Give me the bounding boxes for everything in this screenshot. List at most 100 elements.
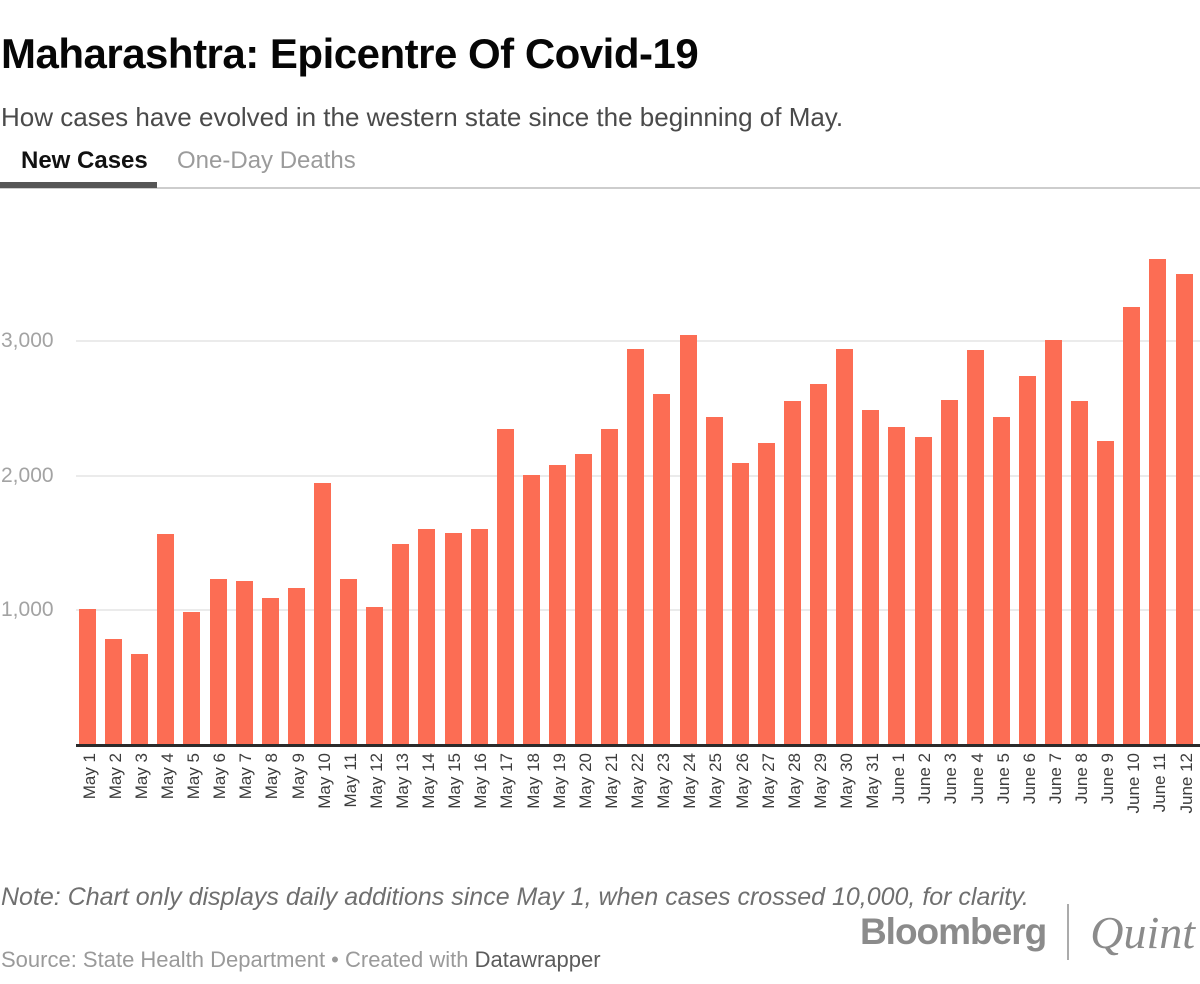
tab-new-cases[interactable]: New Cases <box>0 144 169 178</box>
x-axis-label: June 2 <box>915 753 935 805</box>
y-axis-label: 3,000 <box>1 328 54 352</box>
bar[interactable] <box>757 443 775 745</box>
x-axis-label: May 14 <box>419 753 438 809</box>
x-axis-label: May 28 <box>784 753 804 809</box>
x-axis-label: May 15 <box>445 753 465 809</box>
bar[interactable] <box>444 532 462 745</box>
bar[interactable] <box>366 606 384 745</box>
tab-one-day-deaths-label: One-Day Deaths <box>177 147 356 174</box>
bar[interactable] <box>914 436 932 745</box>
x-axis-label: May 31 <box>863 753 883 809</box>
x-axis-label: May 13 <box>392 753 412 809</box>
x-axis-label: May 18 <box>523 753 543 809</box>
x-axis-label: June 5 <box>993 753 1013 805</box>
x-axis-label: June 6 <box>1019 753 1039 805</box>
x-axis-label: May 6 <box>210 753 230 800</box>
x-axis-label: May 8 <box>262 753 282 800</box>
x-axis-label: May 29 <box>810 753 830 809</box>
bar[interactable] <box>653 393 671 745</box>
bar[interactable] <box>261 598 279 745</box>
x-axis-label: May 21 <box>601 753 621 809</box>
bar[interactable] <box>731 463 749 745</box>
x-axis-label: May 5 <box>184 753 203 800</box>
y-axis-label: 1,000 <box>1 598 54 622</box>
x-axis-label: May 3 <box>131 753 151 800</box>
bar[interactable] <box>105 638 123 745</box>
bar[interactable] <box>862 409 880 745</box>
bloomberg-quint-logo: Bloomberg Quint <box>860 900 1195 964</box>
x-axis-label: May 10 <box>314 753 334 809</box>
x-axis-label: May 19 <box>549 753 569 809</box>
x-axis-label: May 25 <box>706 753 726 809</box>
bar[interactable] <box>287 588 305 745</box>
x-axis-label: June 9 <box>1098 753 1118 805</box>
bar[interactable] <box>1071 401 1089 745</box>
bars-layer <box>79 206 1193 745</box>
x-axis-label: May 9 <box>288 753 308 800</box>
x-axis-label: May 24 <box>680 753 700 809</box>
bar[interactable] <box>79 609 96 745</box>
bar[interactable] <box>783 400 801 745</box>
bar[interactable] <box>940 400 958 745</box>
x-axis-label: May 20 <box>575 753 595 809</box>
source-text: Source: State Health Department • Create… <box>1 947 475 972</box>
chart-note: Note: Chart only displays daily addition… <box>1 883 1029 911</box>
bar[interactable] <box>392 543 410 745</box>
y-axis-label: 2,000 <box>1 463 54 487</box>
bar[interactable] <box>496 428 514 745</box>
bar[interactable] <box>470 528 488 745</box>
x-axis-label: May 1 <box>79 753 99 800</box>
bar[interactable] <box>1018 375 1036 745</box>
page-title: Maharashtra: Epicentre Of Covid-19 <box>1 30 699 78</box>
active-tab-underline <box>0 182 157 188</box>
bar[interactable] <box>1123 306 1141 745</box>
bar[interactable] <box>522 474 540 745</box>
x-axis-label: May 2 <box>105 753 125 800</box>
bar[interactable] <box>418 529 436 745</box>
bar[interactable] <box>810 383 828 745</box>
quint-logo: Quint <box>1090 906 1195 958</box>
tab-new-cases-label: New Cases <box>21 147 148 174</box>
bar[interactable] <box>705 416 723 745</box>
x-axis-label: June 1 <box>889 753 909 805</box>
x-axis-label: June 4 <box>967 753 987 805</box>
bar[interactable] <box>235 581 253 745</box>
bar[interactable] <box>1149 259 1167 745</box>
tab-one-day-deaths[interactable]: One-Day Deaths <box>156 144 377 178</box>
x-axis-label: May 7 <box>236 753 256 800</box>
bar[interactable] <box>679 335 697 745</box>
bar[interactable] <box>548 465 566 745</box>
x-axis-label: June 8 <box>1072 753 1091 805</box>
x-axis-label: May 22 <box>628 753 647 809</box>
tab-bar-divider <box>0 187 1200 189</box>
bar[interactable] <box>575 453 593 745</box>
bar[interactable] <box>157 533 175 745</box>
datawrapper-link[interactable]: Datawrapper <box>474 947 601 972</box>
x-axis-label: May 26 <box>732 753 752 809</box>
bar[interactable] <box>1097 440 1115 745</box>
x-axis-label: May 4 <box>157 753 177 800</box>
bar[interactable] <box>1045 339 1063 745</box>
bar[interactable] <box>992 416 1010 745</box>
x-axis-label: May 23 <box>654 753 674 809</box>
gridline <box>76 339 1200 342</box>
chart-subtitle: How cases have evolved in the western st… <box>1 102 844 132</box>
x-axis-label: May 30 <box>837 753 856 809</box>
bloomberg-logo: Bloomberg <box>859 911 1047 952</box>
x-axis-label: June 3 <box>941 753 961 805</box>
bar[interactable] <box>209 578 227 745</box>
x-axis-label: June 7 <box>1045 753 1065 805</box>
bar[interactable] <box>627 348 645 745</box>
bar[interactable] <box>1175 274 1193 745</box>
bar[interactable] <box>313 483 331 745</box>
bar[interactable] <box>966 349 984 745</box>
bar[interactable] <box>836 348 854 745</box>
x-axis-label: May 17 <box>497 753 517 809</box>
bar[interactable] <box>601 429 619 745</box>
bar[interactable] <box>131 653 149 745</box>
x-axis-line <box>76 744 1200 747</box>
bar[interactable] <box>183 612 201 745</box>
bar[interactable] <box>888 426 906 745</box>
bar[interactable] <box>340 579 358 745</box>
